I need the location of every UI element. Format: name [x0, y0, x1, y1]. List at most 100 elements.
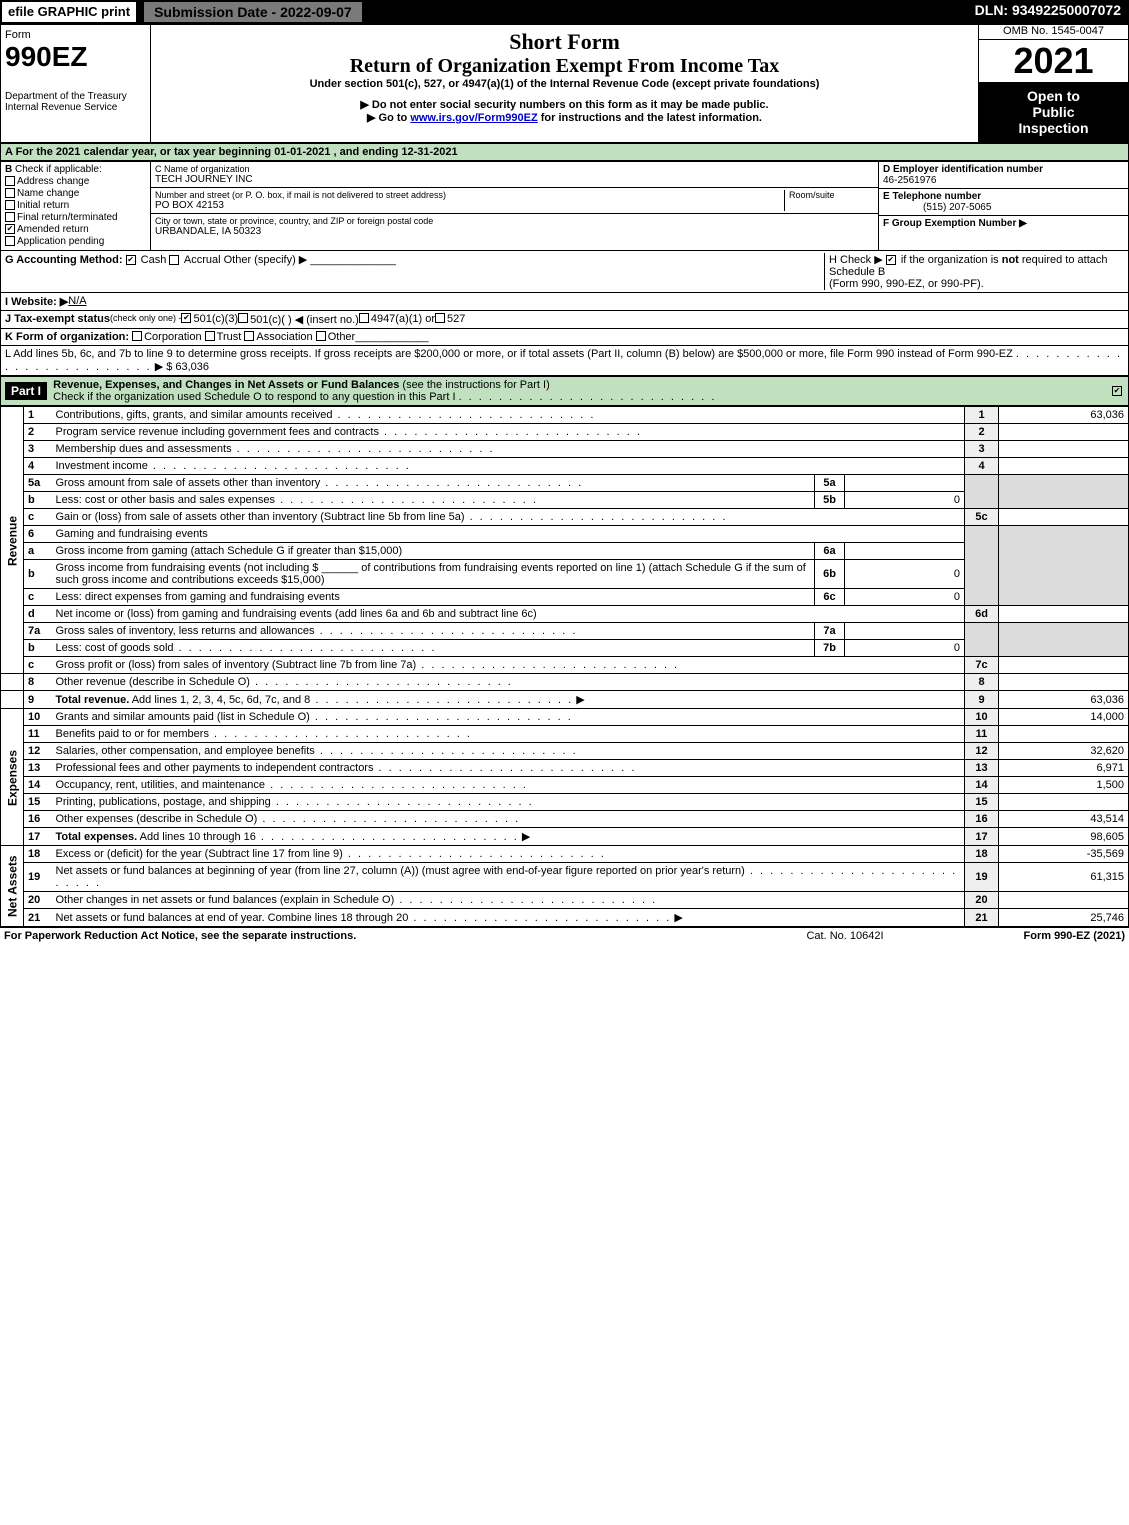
expenses-vlabel: Expenses [1, 709, 24, 846]
k-corp-checkbox[interactable] [132, 331, 142, 341]
row-h: H Check ▶ if the organization is not req… [824, 253, 1124, 290]
lines-table: Revenue 1 Contributions, gifts, grants, … [0, 406, 1129, 927]
row-j: J Tax-exempt status (check only one) - 5… [0, 311, 1129, 329]
e-label: E Telephone number [883, 191, 981, 202]
h-checkbox[interactable] [886, 255, 896, 265]
part-i-schedule-o-checkbox[interactable] [1112, 386, 1122, 396]
k-trust-checkbox[interactable] [205, 331, 215, 341]
k-assoc-checkbox[interactable] [244, 331, 254, 341]
row-k: K Form of organization: Corporation Trus… [0, 329, 1129, 346]
street-row: Number and street (or P. O. box, if mail… [151, 188, 878, 214]
dept-line1: Department of the Treasury [5, 91, 146, 102]
section-bcde: B Check if applicable: Address change Na… [0, 161, 1129, 251]
j-501c-checkbox[interactable] [238, 313, 248, 323]
city-label: City or town, state or province, country… [155, 216, 874, 226]
cash-label: Cash [141, 254, 167, 266]
inspection-l2: Public [983, 104, 1124, 120]
line-5c: c Gain or (loss) from sale of assets oth… [1, 509, 1129, 526]
row-a: A For the 2021 calendar year, or tax yea… [0, 143, 1129, 161]
k-other-checkbox[interactable] [316, 331, 326, 341]
part-i-title: Revenue, Expenses, and Changes in Net As… [53, 379, 1112, 403]
form-label: Form [5, 29, 146, 41]
org-name-row: C Name of organization TECH JOURNEY INC [151, 162, 878, 188]
header-left: Form 990EZ Department of the Treasury In… [1, 25, 151, 143]
street-value: PO BOX 42153 [155, 200, 784, 211]
form-number: 990EZ [5, 41, 146, 73]
ein-value: 46-2561976 [883, 175, 936, 186]
j-527-checkbox[interactable] [435, 313, 445, 323]
line-5a: 5a Gross amount from sale of assets othe… [1, 475, 1129, 492]
line-9: 9 Total revenue. Add lines 1, 2, 3, 4, 5… [1, 691, 1129, 709]
line-19: 19 Net assets or fund balances at beginn… [1, 863, 1129, 892]
d-label: D Employer identification number [883, 164, 1043, 175]
line-8: 8 Other revenue (describe in Schedule O)… [1, 674, 1129, 691]
city-value: URBANDALE, IA 50323 [155, 226, 874, 237]
j-4947-checkbox[interactable] [359, 313, 369, 323]
footer: For Paperwork Reduction Act Notice, see … [0, 927, 1129, 944]
j-o2: 501(c)( ) ◀ (insert no.) [250, 313, 359, 326]
org-name: TECH JOURNEY INC [155, 174, 874, 185]
line-6: 6 Gaming and fundraising events [1, 526, 1129, 543]
efile-label[interactable]: efile GRAPHIC print [0, 0, 138, 24]
line-21: 21 Net assets or fund balances at end of… [1, 909, 1129, 927]
opt-application-pending[interactable]: Application pending [5, 236, 146, 247]
group-exemption-row: F Group Exemption Number ▶ [879, 216, 1128, 231]
part-i-checkline: Check if the organization used Schedule … [53, 391, 455, 403]
h-text: H Check ▶ [829, 254, 883, 266]
accrual-checkbox[interactable] [169, 255, 179, 265]
check-if-label: Check if applicable: [15, 164, 102, 175]
goto-pre: ▶ Go to [367, 112, 410, 124]
cash-checkbox[interactable] [126, 255, 136, 265]
j-501c3-checkbox[interactable] [181, 313, 191, 323]
accrual-label: Accrual [184, 254, 221, 266]
l-text: L Add lines 5b, 6c, and 7b to line 9 to … [5, 348, 1013, 360]
line-1: Revenue 1 Contributions, gifts, grants, … [1, 407, 1129, 424]
line-6a: a Gross income from gaming (attach Sched… [1, 543, 1129, 560]
ein-row: D Employer identification number 46-2561… [879, 162, 1128, 189]
opt-address-change[interactable]: Address change [5, 176, 146, 187]
line-18: Net Assets 18 Excess or (deficit) for th… [1, 846, 1129, 863]
k-assoc: Association [256, 331, 312, 343]
k-label: K Form of organization: [5, 331, 129, 343]
line-10: Expenses 10 Grants and similar amounts p… [1, 709, 1129, 726]
irs-link[interactable]: www.irs.gov/Form990EZ [410, 112, 537, 124]
footer-center: Cat. No. 10642I [745, 930, 945, 942]
line-15: 15 Printing, publications, postage, and … [1, 794, 1129, 811]
opt-amended-return[interactable]: Amended return [5, 224, 146, 235]
line-5b: b Less: cost or other basis and sales ex… [1, 492, 1129, 509]
phone-value: (515) 207-5065 [883, 202, 991, 213]
revenue-vlabel: Revenue [1, 407, 24, 674]
h-not: not [1002, 254, 1019, 266]
city-row: City or town, state or province, country… [151, 214, 878, 239]
g-label: G Accounting Method: [5, 254, 123, 266]
footer-right: Form 990-EZ (2021) [945, 930, 1125, 942]
row-g: G Accounting Method: Cash Accrual Other … [5, 253, 824, 290]
inspection-l1: Open to [983, 88, 1124, 104]
line-6d: d Net income or (loss) from gaming and f… [1, 606, 1129, 623]
col-c: C Name of organization TECH JOURNEY INC … [151, 162, 878, 250]
f-label: F Group Exemption Number ▶ [883, 218, 1027, 229]
k-trust: Trust [217, 331, 242, 343]
short-form-title: Short Form [155, 29, 974, 55]
j-label: J Tax-exempt status [5, 313, 110, 326]
line-4: 4 Investment income 4 [1, 458, 1129, 475]
j-o4: 527 [447, 313, 465, 326]
opt-final-return[interactable]: Final return/terminated [5, 212, 146, 223]
goto-text: ▶ Go to www.irs.gov/Form990EZ for instru… [155, 111, 974, 124]
room-label: Room/suite [789, 190, 874, 200]
opt-name-change[interactable]: Name change [5, 188, 146, 199]
org-name-label: C Name of organization [155, 164, 874, 174]
line-12: 12 Salaries, other compensation, and emp… [1, 743, 1129, 760]
h-text2: if the organization is [901, 254, 1002, 266]
col-b: B Check if applicable: Address change Na… [1, 162, 151, 250]
other-label: Other (specify) ▶ [224, 254, 308, 266]
opt-initial-return[interactable]: Initial return [5, 200, 146, 211]
b-title: B [5, 164, 12, 175]
line-13: 13 Professional fees and other payments … [1, 760, 1129, 777]
row-l: L Add lines 5b, 6c, and 7b to line 9 to … [0, 346, 1129, 376]
k-other: Other [328, 331, 356, 343]
phone-row: E Telephone number (515) 207-5065 [879, 189, 1128, 216]
line-11: 11 Benefits paid to or for members 11 [1, 726, 1129, 743]
j-sub: (check only one) - [110, 313, 182, 326]
line-6c: c Less: direct expenses from gaming and … [1, 589, 1129, 606]
